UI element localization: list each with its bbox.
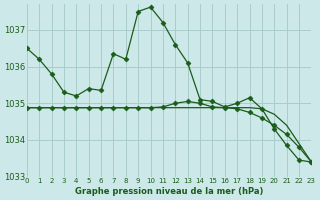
X-axis label: Graphe pression niveau de la mer (hPa): Graphe pression niveau de la mer (hPa) [75,187,263,196]
